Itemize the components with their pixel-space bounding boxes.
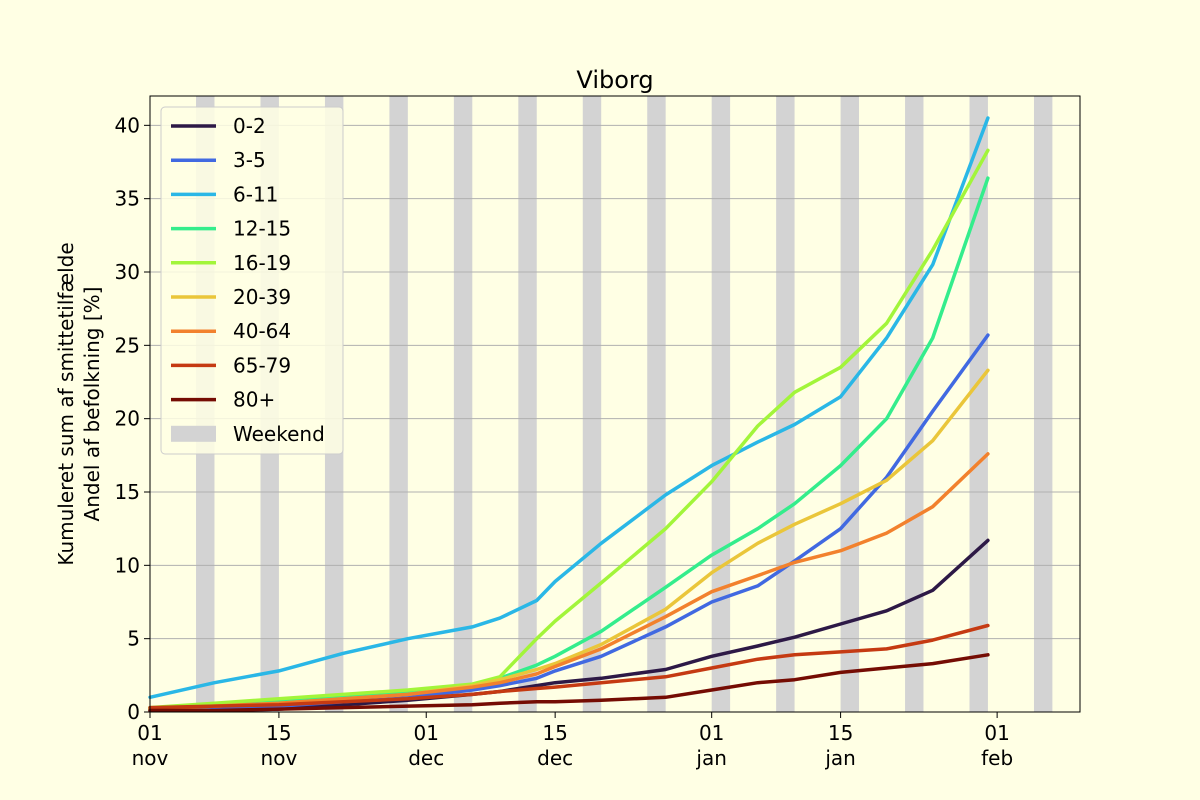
y-tick-label: 10 <box>115 553 140 577</box>
weekend-bands <box>196 96 1053 712</box>
series-line-0-2 <box>148 538 990 713</box>
y-tick-label: 25 <box>115 333 140 357</box>
legend-label: 20-39 <box>233 285 291 309</box>
y-tick-label: 15 <box>115 480 140 504</box>
legend-swatch-weekend <box>171 425 216 442</box>
legend-label: 80+ <box>233 388 275 412</box>
x-tick-day-label: 01 <box>984 721 1009 745</box>
legend-label: 0-2 <box>233 114 266 138</box>
legend-label: 3-5 <box>233 148 266 172</box>
weekend-band <box>1033 96 1053 712</box>
legend-label-weekend: Weekend <box>233 422 325 446</box>
x-tick-month-label: nov <box>261 746 298 770</box>
weekend-band <box>582 96 602 712</box>
y-tick-label: 40 <box>115 113 140 137</box>
y-axis-label-line2: Andel af befolkning [%] <box>80 287 104 522</box>
weekend-band <box>453 96 473 712</box>
series-line-16-19 <box>148 148 990 710</box>
x-tick-day-label: 01 <box>699 721 724 745</box>
x-tick-month-label: jan <box>695 746 727 770</box>
series-line-80+ <box>148 653 990 713</box>
x-tick-day-label: 01 <box>137 721 162 745</box>
x-tick-day-label: 15 <box>542 721 567 745</box>
x-tick-month-label: dec <box>408 746 444 770</box>
series-line-6-11 <box>148 116 990 700</box>
weekend-band <box>518 96 537 712</box>
chart-title: Viborg <box>576 66 653 94</box>
x-tick-month-label: jan <box>824 746 856 770</box>
x-tick-month-label: nov <box>132 746 169 770</box>
x-tick-day-label: 01 <box>414 721 439 745</box>
weekend-band <box>969 96 988 712</box>
y-tick-label: 5 <box>127 627 140 651</box>
x-tick-month-label: dec <box>537 746 573 770</box>
legend-label: 12-15 <box>233 217 291 241</box>
weekend-band <box>840 96 860 712</box>
legend-label: 16-19 <box>233 251 291 275</box>
x-tick-month-label: feb <box>981 746 1013 770</box>
y-axis: 0 5 10 15 20 25 30 35 40 <box>115 113 150 724</box>
y-tick-label: 20 <box>115 407 140 431</box>
legend-label: 65-79 <box>233 353 291 377</box>
plot-frame <box>149 95 1081 713</box>
y-axis-label-line1: Kumuleret sum af smittetilfælde <box>54 242 78 565</box>
legend: 0-2 3-5 6-11 12-15 16-19 20-39 40-64 65-79 80+ We… <box>160 106 344 455</box>
x-tick-day-label: 15 <box>828 721 853 745</box>
weekend-band <box>711 96 731 712</box>
legend-label: 6-11 <box>233 182 278 206</box>
weekend-band <box>905 96 924 712</box>
series-lines <box>148 116 990 713</box>
weekend-band <box>647 96 666 712</box>
weekend-band <box>389 96 408 712</box>
weekend-band <box>776 96 795 712</box>
y-tick-label: 35 <box>115 187 140 211</box>
x-tick-day-label: 15 <box>266 721 291 745</box>
y-tick-label: 30 <box>115 260 140 284</box>
series-line-40-64 <box>148 452 990 711</box>
legend-label: 40-64 <box>233 319 291 343</box>
y-tick-label: 0 <box>127 700 140 724</box>
series-line-65-79 <box>148 623 990 710</box>
